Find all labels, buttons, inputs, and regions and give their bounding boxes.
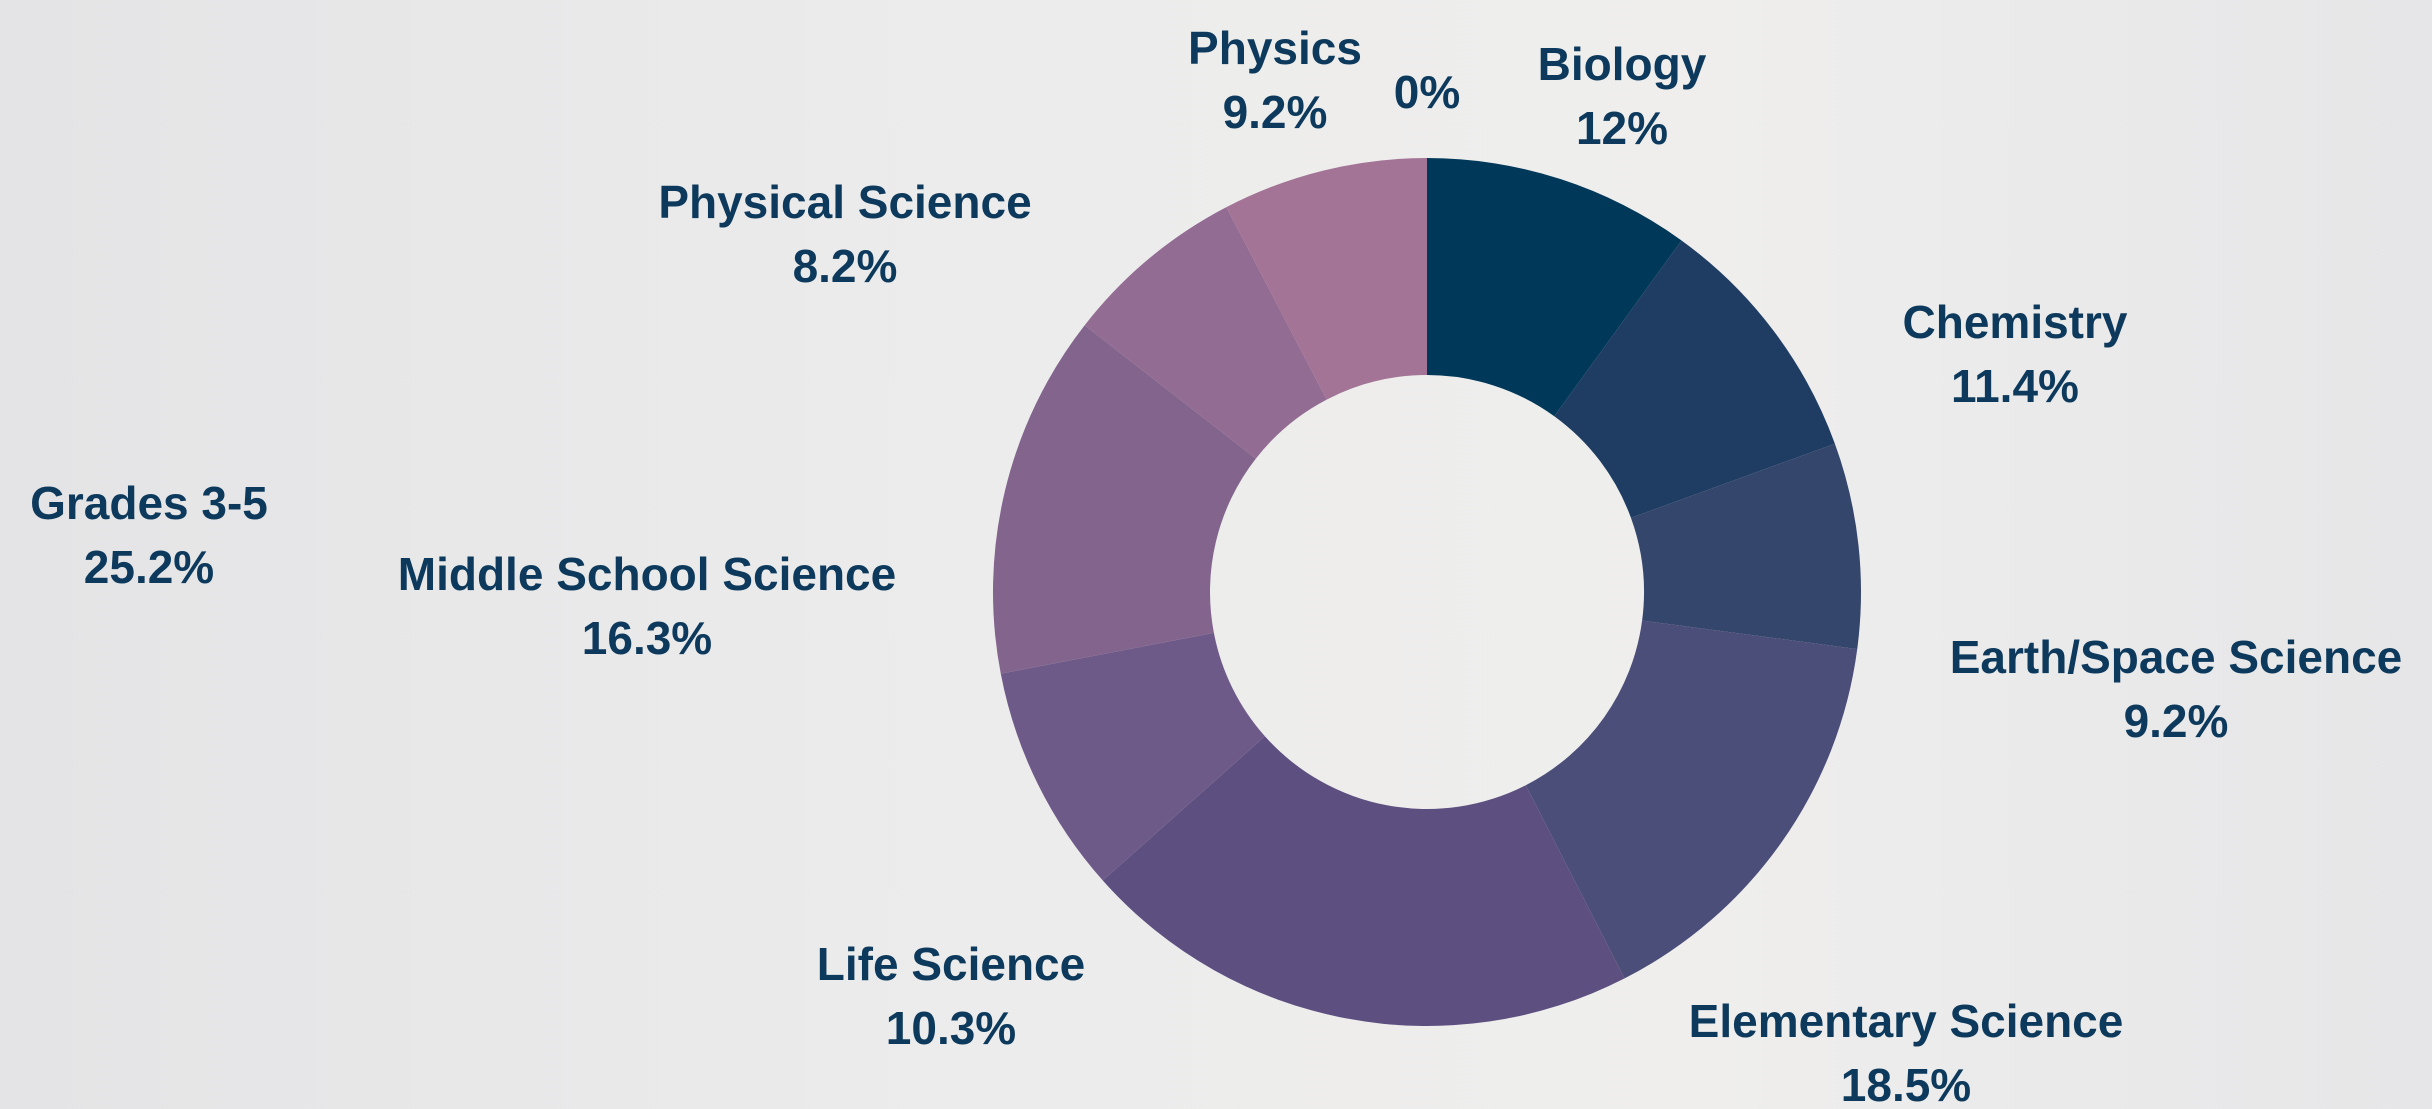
value-label: 12% bbox=[1576, 102, 1668, 154]
value-label: 10.3% bbox=[886, 1002, 1016, 1054]
value-label: 16.3% bbox=[582, 612, 712, 664]
category-label: Life Science bbox=[817, 938, 1085, 990]
category-label: Biology bbox=[1538, 38, 1707, 90]
page: Biology 12% Chemistry 11.4% Earth/Space Scie… bbox=[0, 0, 2432, 1109]
category-label: Elementary Science bbox=[1689, 995, 2124, 1047]
value-label: 25.2% bbox=[84, 541, 214, 593]
value-label: 11.4% bbox=[1951, 360, 2079, 412]
category-label: Middle School Science bbox=[398, 548, 896, 600]
value-label: 18.5% bbox=[1841, 1059, 1971, 1109]
category-label: Chemistry bbox=[1903, 296, 2128, 348]
value-label: 9.2% bbox=[1223, 86, 1328, 138]
donut bbox=[993, 158, 1861, 1026]
category-label: Physical Science bbox=[658, 176, 1031, 228]
category-label: Grades 3-5 bbox=[30, 477, 268, 529]
category-label: Earth/Space Science bbox=[1950, 631, 2403, 683]
value-label: 9.2% bbox=[2124, 695, 2229, 747]
value-label: 8.2% bbox=[793, 240, 898, 292]
value-label: 0% bbox=[1394, 66, 1460, 118]
category-label: Physics bbox=[1188, 22, 1362, 74]
chart: Biology 12% Chemistry 11.4% Earth/Space Scie… bbox=[0, 0, 2432, 1109]
